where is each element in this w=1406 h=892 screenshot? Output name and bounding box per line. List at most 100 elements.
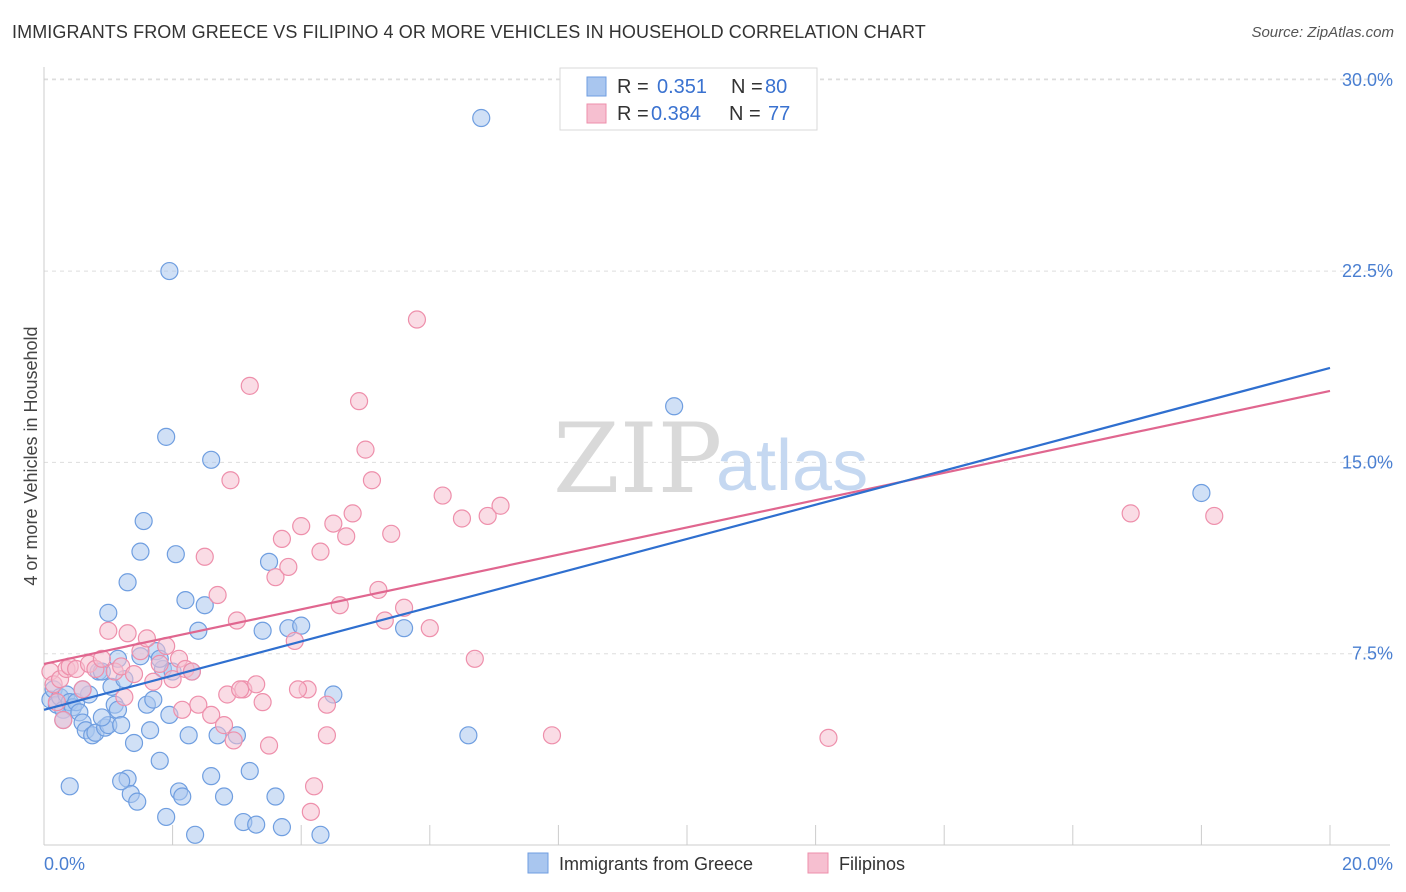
legend-swatch-filipino: [586, 103, 607, 124]
greece-point-46: [195, 596, 214, 615]
filipino-point-26: [189, 695, 208, 714]
filipino-point-40: [279, 557, 298, 577]
greece-point-72: [112, 772, 131, 791]
filipino-point-20: [150, 654, 169, 673]
greece-point-53: [247, 815, 266, 834]
greece-point-68: [186, 825, 205, 844]
legend-r-value-filipino: 0.384: [651, 103, 701, 125]
grid-lines: [44, 78, 1390, 845]
y-tick-labels: 7.5% 15.0% 22.5% 30.0%: [1342, 70, 1393, 664]
filipino-point-76: [224, 731, 243, 750]
filipino-point-56: [382, 524, 401, 543]
filipino-point-67: [1205, 506, 1224, 526]
filipino-point-75: [317, 726, 337, 745]
greece-point-75: [60, 777, 79, 796]
legend-n-label-greece: N =: [731, 76, 763, 98]
greece-point-62: [99, 603, 118, 622]
watermark-zip: ZIP: [553, 403, 722, 515]
filipino-point-4: [54, 710, 73, 730]
filipino-point-34: [240, 376, 259, 395]
greece-point-64: [131, 542, 150, 561]
y-tick-label-2: 22.5%: [1342, 261, 1393, 281]
watermark: ZIP atlas: [553, 403, 868, 515]
trend-line-greece: [43, 366, 1331, 711]
filipino-point-45: [311, 542, 330, 561]
greece-point-76: [394, 619, 414, 638]
filipino-point-69: [173, 700, 192, 719]
greece-point-57: [272, 818, 292, 837]
filipino-point-51: [349, 392, 369, 411]
filipino-point-37: [259, 736, 279, 755]
filipino-point-62: [465, 649, 484, 668]
greece-point-29: [134, 511, 153, 531]
chart-title: IMMIGRANTS FROM GREECE VS FILIPINO 4 OR …: [12, 22, 926, 42]
filipino-point-35: [247, 675, 266, 694]
watermark-atlas: atlas: [716, 426, 868, 506]
filipino-point-60: [433, 486, 452, 505]
x-tick-labels: 0.0% 20.0%: [44, 854, 1393, 874]
trend-lines: [43, 366, 1331, 711]
filipino-point-38: [266, 568, 285, 587]
filipino-point-36: [253, 693, 272, 712]
legend-box: R = 0.351 N = 80 R = 0.384 N = 77: [559, 67, 818, 131]
greece-point-41: [173, 787, 192, 806]
filipino-point-15: [118, 624, 137, 643]
greece-point-66: [160, 261, 179, 281]
filipino-point-29: [208, 585, 227, 605]
filipino-point-27: [195, 547, 214, 566]
greece-point-63: [118, 573, 137, 592]
filipino-point-30: [214, 716, 234, 735]
greece-point-60: [311, 825, 330, 844]
bottom-legend-swatch-filipino: [807, 852, 829, 874]
greece-point-27: [128, 792, 147, 811]
filipino-point-11: [92, 649, 111, 668]
filipino-point-74: [288, 680, 308, 699]
greece-point-77: [459, 726, 478, 745]
filipino-point-44: [304, 777, 324, 796]
greece-point-34: [150, 751, 169, 770]
filipino-point-63: [478, 506, 497, 526]
greece-point-39: [166, 545, 185, 564]
filipino-point-61: [452, 509, 472, 528]
axes: [43, 67, 1390, 846]
greece-point-22: [112, 716, 131, 735]
greece-point-55: [259, 552, 279, 571]
filipino-point-58: [407, 310, 427, 329]
greece-point-42: [176, 591, 195, 610]
greece-point-54: [253, 621, 272, 640]
source-label: Source: ZipAtlas.com: [1251, 24, 1394, 41]
greece-point-49: [214, 787, 234, 806]
filipino-point-31: [221, 471, 240, 490]
filipino-point-39: [272, 529, 292, 549]
greece-point-67: [202, 450, 221, 469]
filipino-point-50: [343, 504, 362, 523]
greece-point-71: [92, 708, 111, 727]
bottom-legend: Immigrants from Greece Filipinos: [527, 852, 905, 874]
legend-r-label-filipino: R =: [617, 103, 649, 125]
bottom-legend-label-filipino: Filipinos: [839, 854, 905, 874]
filipino-point-16: [124, 664, 144, 684]
filipino-point-42: [292, 517, 311, 536]
bottom-legend-swatch-greece: [527, 852, 549, 874]
filipino-point-52: [356, 440, 375, 459]
filipino-point-8: [73, 680, 92, 699]
greece-point-56: [266, 787, 285, 806]
trend-line-filipino: [43, 389, 1331, 665]
x-tick-label-max: 20.0%: [1342, 854, 1393, 874]
y-tick-label-3: 30.0%: [1342, 70, 1393, 90]
filipino-point-46: [317, 695, 337, 714]
greece-point-43: [179, 726, 198, 745]
filipino-point-64: [491, 496, 510, 515]
legend-n-value-greece: 80: [765, 76, 787, 98]
legend-r-label-greece: R =: [617, 76, 649, 98]
filipino-point-28: [202, 705, 221, 725]
filipino-point-32: [227, 611, 246, 630]
filipino-point-49: [337, 527, 356, 546]
filipino-point-65: [542, 726, 562, 745]
y-tick-label-0: 7.5%: [1352, 644, 1393, 664]
filipino-point-53: [362, 471, 382, 490]
greece-point-47: [202, 767, 221, 786]
greece-point-79: [665, 397, 684, 416]
filipino-point-54: [369, 580, 388, 600]
